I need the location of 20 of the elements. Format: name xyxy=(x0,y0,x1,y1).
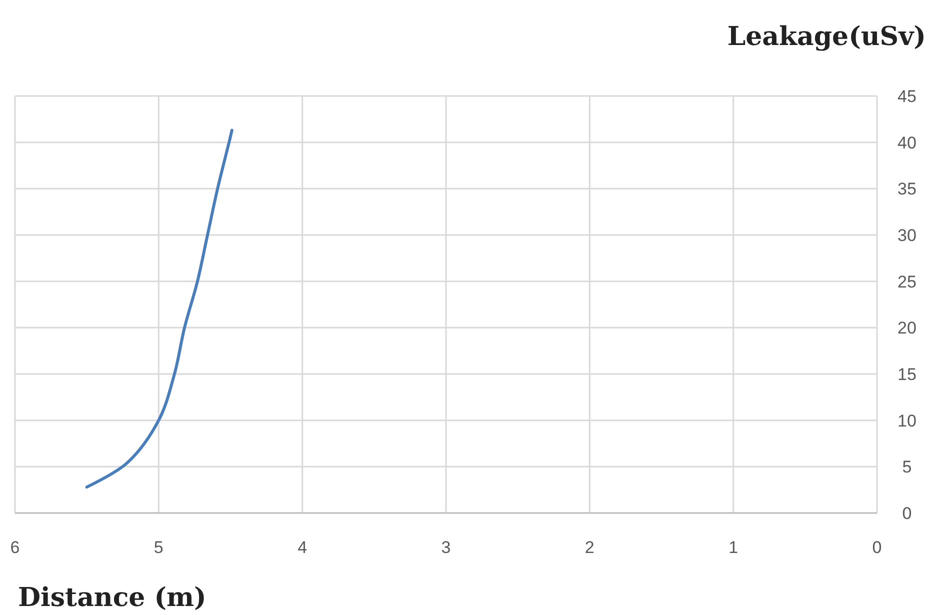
y-tick-label: 30 xyxy=(898,226,916,245)
y-tick-label: 10 xyxy=(898,411,916,430)
y-tick-label: 20 xyxy=(898,318,916,338)
x-tick-label: 5 xyxy=(154,538,164,557)
x-tick-label: 4 xyxy=(298,538,308,557)
x-tick-label: 3 xyxy=(441,538,451,557)
x-tick-label: 0 xyxy=(872,538,882,557)
y-tick-label: 5 xyxy=(902,458,912,477)
y-tick-label: 15 xyxy=(898,365,916,384)
y-tick-label: 0 xyxy=(902,504,912,523)
y-axis-title: Leakage(uSv) xyxy=(727,22,926,52)
line-series xyxy=(85,128,234,489)
x-tick-label: 2 xyxy=(584,538,594,557)
x-axis-title: Distance (m) xyxy=(18,583,206,613)
x-tick-label: 1 xyxy=(728,538,738,557)
y-tick-label: 35 xyxy=(898,180,916,199)
y-tick-label: 25 xyxy=(898,272,916,292)
y-tick-label: 45 xyxy=(898,87,916,106)
x-tick-label: 6 xyxy=(10,538,20,557)
y-tick-label: 40 xyxy=(898,133,916,152)
